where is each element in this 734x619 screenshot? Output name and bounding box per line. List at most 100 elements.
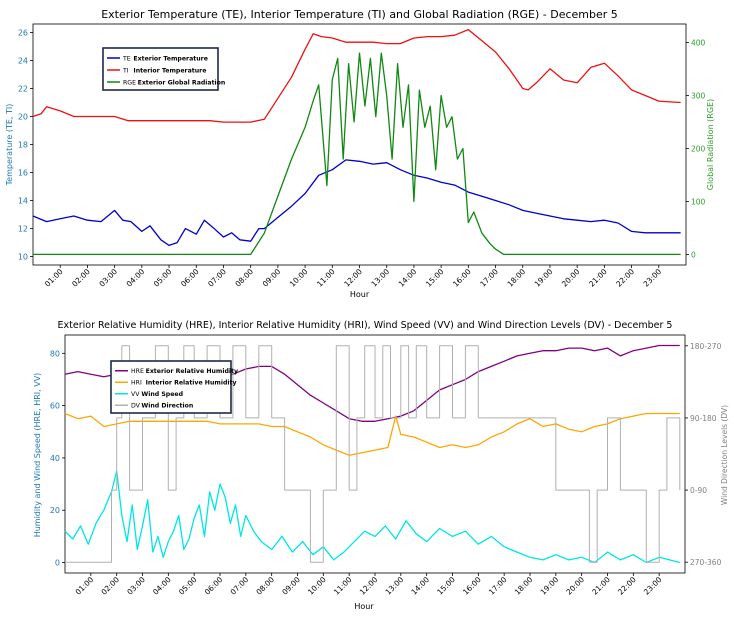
y-tick-label-left: 60 [50, 402, 60, 411]
y-tick-label-left: 0 [55, 559, 60, 568]
legend-code-vv: VV [131, 391, 140, 398]
x-tick-label: 10:00 [288, 267, 310, 289]
y-tick-label-left: 16 [18, 169, 28, 178]
x-tick-label: 14:00 [397, 267, 419, 289]
x-axis-label: Hour [354, 602, 374, 611]
x-tick-label: 04:00 [151, 575, 173, 597]
y-tick-label-right: 270-360 [690, 558, 722, 567]
y-axis-ticks-right: 270-360 0-90 90-180 180-270 [685, 342, 722, 567]
y-tick-label-left: 10 [18, 253, 28, 262]
y-tick-label-left: 12 [18, 225, 28, 234]
x-tick-label: 19:00 [533, 267, 555, 289]
x-tick-label: 04:00 [125, 267, 147, 289]
y-tick-label-right: 400 [691, 39, 706, 48]
x-tick-label: 01:00 [74, 575, 96, 597]
y-tick-label-right: 0 [691, 250, 696, 259]
y-tick-label-left: 40 [50, 454, 60, 463]
legend-code-hri: HRI [131, 380, 142, 387]
series-line-hri [64, 412, 680, 456]
legend-box [110, 360, 232, 414]
series-line-rge [33, 52, 681, 256]
x-tick-label: 08:00 [254, 575, 276, 597]
series-line-ti [32, 28, 681, 123]
y-tick-label-right: 300 [691, 92, 706, 101]
y-tick-label-left: 24 [18, 56, 28, 65]
y-tick-label-right: 100 [691, 197, 706, 206]
x-tick-label: 22:00 [614, 267, 636, 289]
x-tick-label: 02:00 [70, 267, 92, 289]
x-tick-label: 17:00 [487, 575, 509, 597]
x-tick-label: 08:00 [233, 267, 255, 289]
x-tick-label: 23:00 [642, 575, 664, 597]
y-axis-ticks-left: 10 12 14 16 18 20 22 24 26 [18, 28, 33, 262]
x-tick-label: 05:00 [152, 267, 174, 289]
y-tick-label-right: 200 [691, 144, 706, 153]
y-axis-ticks-right: 0 100 200 300 400 [686, 39, 706, 259]
y-axis-label-left: Temperature (TE, TI) [5, 104, 14, 187]
x-tick-label: 06:00 [179, 267, 201, 289]
x-tick-label: 06:00 [203, 575, 225, 597]
x-tick-label: 12:00 [342, 267, 364, 289]
x-axis-ticks: 01:00 02:00 03:00 04:00 05:00 06:00 07:00 08:00… [43, 265, 663, 289]
y-axis-label-right: Global Radiation (RGE) [706, 99, 715, 190]
series-line-te [32, 159, 681, 247]
x-tick-label: 13:00 [384, 575, 406, 597]
x-tick-label: 16:00 [461, 575, 483, 597]
y-tick-label-left: 18 [18, 141, 28, 150]
x-tick-label: 09:00 [280, 575, 302, 597]
legend-label-hre: Exterior Relative Humidity [146, 368, 238, 375]
x-tick-label: 12:00 [358, 575, 380, 597]
x-tick-label: 15:00 [424, 267, 446, 289]
x-tick-label: 01:00 [43, 267, 65, 289]
legend-label-vv: Wind Speed [141, 391, 183, 398]
x-tick-label: 10:00 [306, 575, 328, 597]
legend-code-hre: HRE [131, 368, 144, 375]
x-tick-label: 11:00 [332, 575, 354, 597]
x-tick-label: 07:00 [206, 267, 228, 289]
x-tick-label: 07:00 [229, 575, 251, 597]
chart-title: Exterior Relative Humidity (HRE), Interi… [58, 320, 673, 331]
x-tick-label: 11:00 [315, 267, 337, 289]
y-axis-label-right: Wind Direction Levels (DV) [720, 405, 729, 505]
x-tick-label: 18:00 [513, 575, 535, 597]
y-axis-label-left: Humidity and Wind Speed (HRE, HRI, VV) [33, 373, 42, 538]
legend: HRE Exterior Relative Humidity HRI Interior… [110, 360, 238, 414]
y-tick-label-right: 90-180 [690, 414, 717, 423]
x-tick-label: 02:00 [99, 575, 121, 597]
x-tick-label: 18:00 [506, 267, 528, 289]
legend-label-ti: Interior Temperature [133, 67, 206, 74]
x-tick-label: 03:00 [97, 267, 119, 289]
series-line-dv [65, 345, 681, 563]
legend: TE Exterior Temperature TI Interior Tempera… [102, 47, 226, 91]
chart-humidity-wind: Exterior Relative Humidity (HRE), Interi… [33, 320, 729, 611]
y-tick-label-left: 80 [50, 349, 60, 358]
legend-code-rge: RGE [123, 79, 136, 86]
x-tick-label: 03:00 [125, 575, 147, 597]
y-tick-label-right: 0-90 [690, 486, 707, 495]
x-tick-label: 14:00 [409, 575, 431, 597]
y-tick-label-left: 26 [18, 28, 28, 37]
x-tick-label: 20:00 [564, 575, 586, 597]
series-group [32, 28, 681, 256]
x-tick-label: 15:00 [435, 575, 457, 597]
x-axis-label: Hour [350, 290, 370, 299]
y-tick-label-right: 180-270 [690, 342, 722, 351]
legend-label-rge: Exterior Global Radiation [138, 79, 226, 86]
x-axis-ticks: 01:00 02:00 03:00 04:00 05:00 06:00 07:00 08:00… [74, 573, 664, 597]
x-tick-label: 21:00 [590, 575, 612, 597]
legend-code-ti: TI [122, 67, 129, 74]
x-tick-label: 20:00 [560, 267, 582, 289]
x-tick-label: 23:00 [642, 267, 664, 289]
legend-code-dv: DV [131, 403, 141, 410]
x-tick-label: 19:00 [539, 575, 561, 597]
x-tick-label: 17:00 [478, 267, 500, 289]
x-tick-label: 16:00 [451, 267, 473, 289]
x-tick-label: 13:00 [369, 267, 391, 289]
series-line-vv [64, 470, 680, 564]
x-tick-label: 05:00 [177, 575, 199, 597]
y-tick-label-left: 22 [18, 84, 28, 93]
legend-label-te: Exterior Temperature [133, 55, 208, 62]
x-tick-label: 21:00 [587, 267, 609, 289]
legend-code-te: TE [122, 55, 131, 62]
